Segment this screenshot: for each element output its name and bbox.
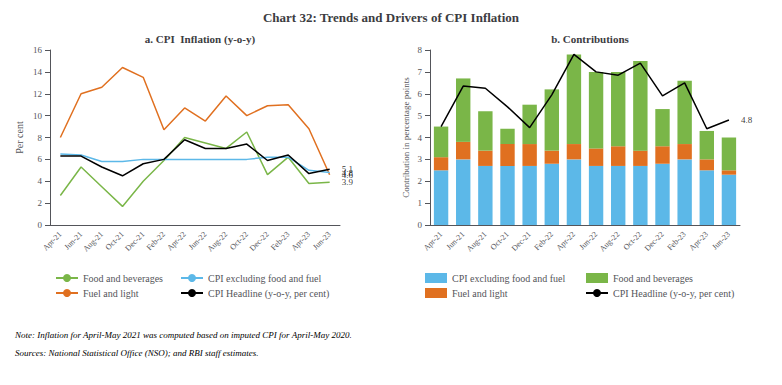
svg-text:Dec-22: Dec-22	[248, 230, 271, 253]
svg-text:2: 2	[418, 176, 423, 186]
svg-text:Apr-23: Apr-23	[687, 230, 710, 253]
svg-text:Fuel and light: Fuel and light	[452, 288, 508, 299]
svg-text:Jun-21: Jun-21	[63, 230, 85, 252]
svg-text:7: 7	[418, 67, 423, 77]
svg-text:Aug-22: Aug-22	[598, 230, 622, 254]
svg-text:Dec-21: Dec-21	[123, 230, 146, 253]
svg-text:Apr-21: Apr-21	[41, 230, 64, 253]
svg-text:Dec-22: Dec-22	[643, 230, 666, 253]
svg-text:12: 12	[33, 89, 42, 99]
svg-text:0: 0	[38, 220, 43, 230]
svg-text:8: 8	[418, 45, 423, 55]
svg-text:Aug-21: Aug-21	[81, 230, 105, 254]
svg-text:Oct-22: Oct-22	[621, 230, 643, 252]
svg-text:Feb-23: Feb-23	[665, 230, 687, 252]
svg-text:6: 6	[38, 154, 43, 164]
svg-text:CPI excluding food and fuel: CPI excluding food and fuel	[208, 273, 322, 284]
svg-text:Dec-21: Dec-21	[510, 230, 533, 253]
svg-text:Oct-21: Oct-21	[104, 230, 126, 252]
svg-text:2: 2	[38, 198, 43, 208]
svg-text:3.9: 3.9	[342, 177, 354, 187]
svg-text:Apr-22: Apr-22	[165, 230, 188, 253]
svg-text:Feb-23: Feb-23	[269, 230, 291, 252]
svg-text:1: 1	[418, 198, 423, 208]
svg-text:CPI excluding food and fuel: CPI excluding food and fuel	[452, 273, 566, 284]
svg-text:Sources: National Statistical: Sources: National Statistical Office (NS…	[15, 348, 258, 358]
svg-text:Feb-22: Feb-22	[533, 230, 555, 252]
svg-text:b. Contributions: b. Contributions	[551, 33, 629, 45]
svg-text:CPI Headline (y-o-y, per cent): CPI Headline (y-o-y, per cent)	[613, 288, 734, 300]
svg-text:Oct-22: Oct-22	[228, 230, 250, 252]
svg-text:4: 4	[38, 176, 43, 186]
svg-text:Aug-21: Aug-21	[465, 230, 489, 254]
svg-text:5: 5	[418, 111, 423, 121]
svg-text:Jun-23: Jun-23	[311, 230, 333, 252]
svg-text:Apr-23: Apr-23	[290, 230, 313, 253]
svg-text:Fuel and light: Fuel and light	[83, 288, 139, 299]
svg-text:6: 6	[418, 89, 423, 99]
svg-text:Jun-23: Jun-23	[710, 230, 732, 252]
svg-text:Jun-22: Jun-22	[578, 230, 600, 252]
svg-text:Apr-22: Apr-22	[555, 230, 578, 253]
svg-text:4: 4	[418, 133, 423, 143]
svg-text:3: 3	[418, 154, 423, 164]
svg-text:Apr-21: Apr-21	[422, 230, 445, 253]
svg-text:Per cent: Per cent	[14, 121, 25, 154]
svg-text:Food and beverages: Food and beverages	[613, 273, 693, 284]
svg-text:Jun-22: Jun-22	[187, 230, 209, 252]
svg-text:CPI Headline (y-o-y, per cent): CPI Headline (y-o-y, per cent)	[208, 288, 329, 300]
svg-text:Chart 32: Trends and Drivers o: Chart 32: Trends and Drivers of CPI Infl…	[263, 10, 520, 25]
svg-text:4.6: 4.6	[341, 169, 353, 180]
svg-text:Oct-21: Oct-21	[489, 230, 511, 252]
svg-text:a. CPI Inflation (y-o-y): a. CPI Inflation (y-o-y)	[145, 33, 256, 46]
svg-text:14: 14	[33, 67, 43, 77]
svg-text:Aug-22: Aug-22	[206, 230, 230, 254]
svg-text:4.8: 4.8	[741, 115, 753, 125]
svg-text:0: 0	[418, 220, 423, 230]
svg-text:16: 16	[33, 45, 43, 55]
svg-text:10: 10	[33, 111, 43, 121]
svg-text:Feb-22: Feb-22	[145, 230, 167, 252]
svg-text:Food and beverages: Food and beverages	[83, 273, 163, 284]
svg-text:Contribution in percentage poi: Contribution in percentage points	[401, 77, 411, 198]
svg-text:Jun-21: Jun-21	[445, 230, 467, 252]
svg-text:Note: Inflation for April-May: Note: Inflation for April-May 2021 was c…	[14, 330, 352, 340]
svg-text:8: 8	[38, 133, 43, 143]
